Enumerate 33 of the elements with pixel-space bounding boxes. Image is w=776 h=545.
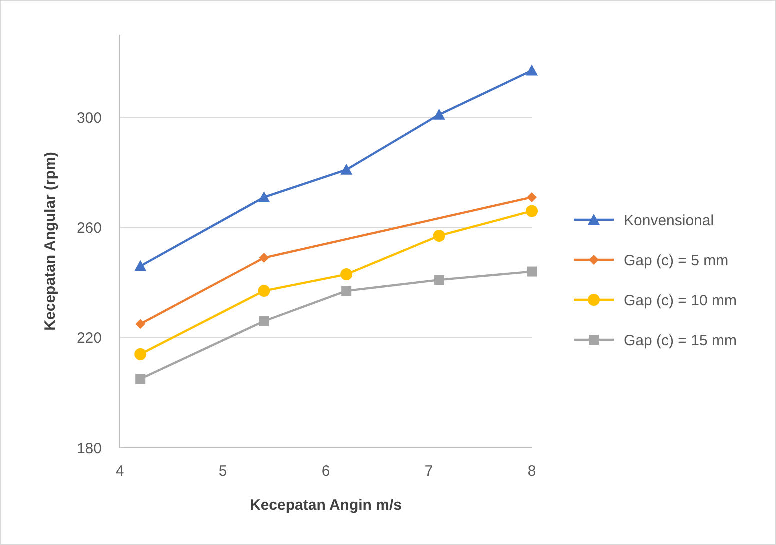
point: [136, 319, 146, 330]
y-tick-label: 180: [76, 440, 102, 458]
x-tick-label: 4: [116, 463, 124, 480]
point: [342, 286, 352, 296]
legend-label: Konvensional: [624, 212, 714, 230]
legend-label: Gap (c) = 10 mm: [624, 292, 737, 310]
y-axis-title: Kecepatan Angular (rpm): [42, 152, 59, 331]
x-axis-title: Kecepatan Angin m/s: [250, 497, 402, 514]
point: [340, 268, 353, 281]
point: [526, 64, 538, 76]
point: [136, 374, 146, 384]
point: [527, 192, 537, 202]
point: [340, 164, 353, 175]
point: [433, 230, 446, 242]
x-tick-label: 6: [322, 463, 330, 480]
y-tick-label: 220: [76, 330, 102, 348]
y-tick-label: 260: [76, 220, 102, 237]
point: [134, 348, 147, 360]
point: [434, 275, 444, 286]
point: [134, 260, 147, 272]
point: [527, 266, 537, 277]
point: [258, 191, 270, 202]
point: [433, 108, 446, 120]
x-tick-label: 8: [528, 463, 536, 480]
legend-label: Gap (c) = 15 mm: [624, 332, 737, 350]
point: [526, 205, 538, 218]
x-tick-label: 5: [218, 463, 228, 480]
x-tick-label: 7: [424, 463, 434, 480]
point: [259, 316, 270, 326]
legend-label: Gap (c) = 5 mm: [624, 252, 729, 270]
y-tick-label: 300: [76, 110, 102, 127]
point: [258, 285, 270, 298]
point: [259, 253, 270, 264]
